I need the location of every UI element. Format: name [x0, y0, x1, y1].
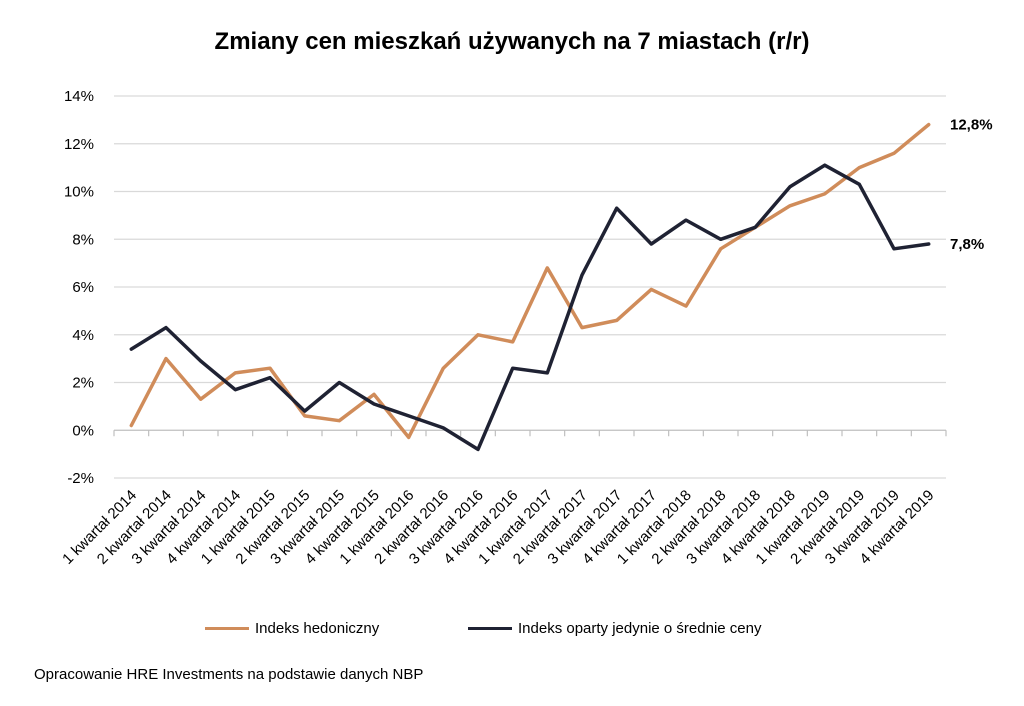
y-tick-label: 6%: [72, 279, 94, 296]
end-labels: 12,8% 7,8%: [950, 117, 993, 253]
y-axis-tick-labels: -2% 0% 2% 4% 6% 8% 10% 12% 14%: [64, 88, 94, 487]
y-tick-label: 0%: [72, 422, 94, 439]
chart-title: Zmiany cen mieszkań używanych na 7 miast…: [214, 28, 810, 55]
legend-swatch-average-price: [468, 627, 512, 630]
y-tick-label: -2%: [67, 470, 94, 487]
legend-item-hedonic: Indeks hedoniczny: [205, 620, 379, 637]
y-tick-label: 2%: [72, 375, 94, 392]
legend-item-average-price: Indeks oparty jedynie o średnie ceny: [468, 620, 761, 637]
y-tick-label: 4%: [72, 327, 94, 344]
x-axis: [113, 429, 947, 437]
series-lines: [129, 122, 931, 452]
y-tick-label: 8%: [72, 231, 94, 248]
gridlines: [114, 95, 946, 479]
y-tick-label: 10%: [64, 184, 94, 201]
legend: Indeks hedoniczny Indeks oparty jedynie …: [0, 620, 1024, 644]
series-line: [129, 163, 931, 452]
legend-label-hedonic: Indeks hedoniczny: [255, 620, 380, 637]
legend-label-average-price: Indeks oparty jedynie o średnie ceny: [518, 620, 762, 637]
series-end-label: 12,8%: [950, 117, 993, 134]
source-note: Opracowanie HRE Investments na podstawie…: [34, 666, 424, 683]
legend-swatch-hedonic: [205, 627, 249, 630]
series-line: [129, 122, 931, 440]
y-tick-label: 12%: [64, 136, 94, 153]
series-end-label: 7,8%: [950, 236, 984, 253]
y-tick-label: 14%: [64, 88, 94, 105]
